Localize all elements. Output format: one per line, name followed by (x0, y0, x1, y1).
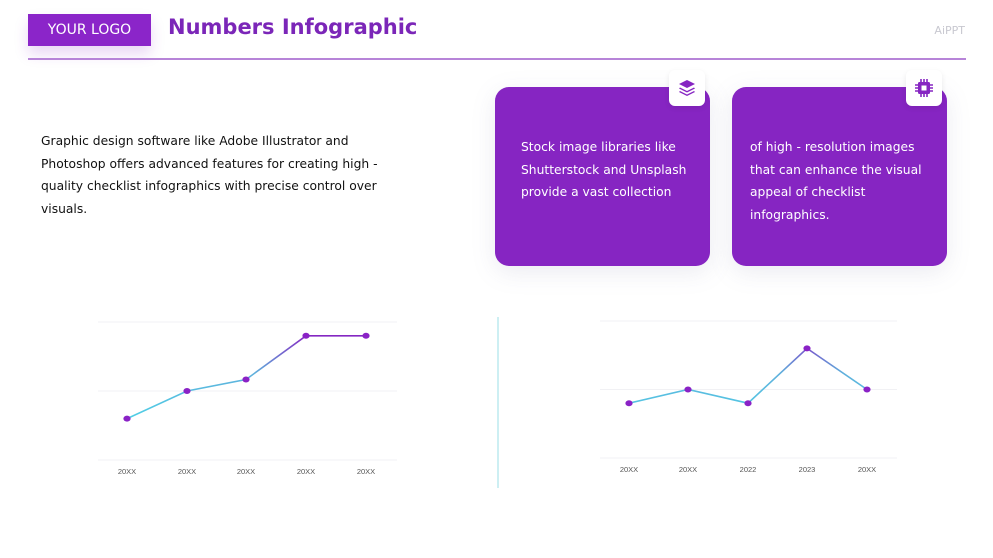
x-tick-label: 20XX (858, 465, 876, 474)
header-divider (28, 58, 966, 60)
brand-label: AiPPT (934, 24, 965, 37)
info-card-2: of high - resolution images that can enh… (732, 70, 947, 266)
data-point (242, 376, 250, 383)
chip-icon (906, 70, 942, 106)
data-point (362, 332, 370, 339)
series-line (628, 347, 868, 405)
x-tick-label: 2022 (740, 465, 757, 474)
data-point (183, 388, 191, 394)
logo: YOUR LOGO (28, 14, 151, 46)
x-tick-label: 20XX (297, 467, 315, 476)
x-tick-label: 20XX (237, 467, 255, 476)
x-tick-label: 20XX (620, 465, 638, 474)
card-text: of high - resolution images that can enh… (750, 140, 922, 222)
x-tick-label: 20XX (178, 467, 196, 476)
data-point (803, 345, 811, 352)
chart-divider (497, 317, 499, 488)
x-tick-label: 20XX (357, 467, 375, 476)
data-point (123, 415, 131, 422)
data-point (302, 332, 310, 339)
intro-text: Graphic design software like Adobe Illus… (41, 134, 378, 216)
page-title: Numbers Infographic (168, 15, 418, 39)
logo-text: YOUR LOGO (47, 22, 132, 38)
data-point (625, 400, 633, 407)
card-text: Stock image libraries like Shutterstock … (521, 140, 687, 199)
info-card-1: Stock image libraries like Shutterstock … (495, 70, 710, 266)
x-tick-label: 2023 (799, 465, 816, 474)
data-point (684, 386, 692, 393)
data-point (863, 386, 871, 393)
x-tick-label: 20XX (118, 467, 136, 476)
data-point (744, 400, 752, 407)
x-tick-label: 20XX (679, 465, 697, 474)
layers-icon (669, 70, 705, 106)
